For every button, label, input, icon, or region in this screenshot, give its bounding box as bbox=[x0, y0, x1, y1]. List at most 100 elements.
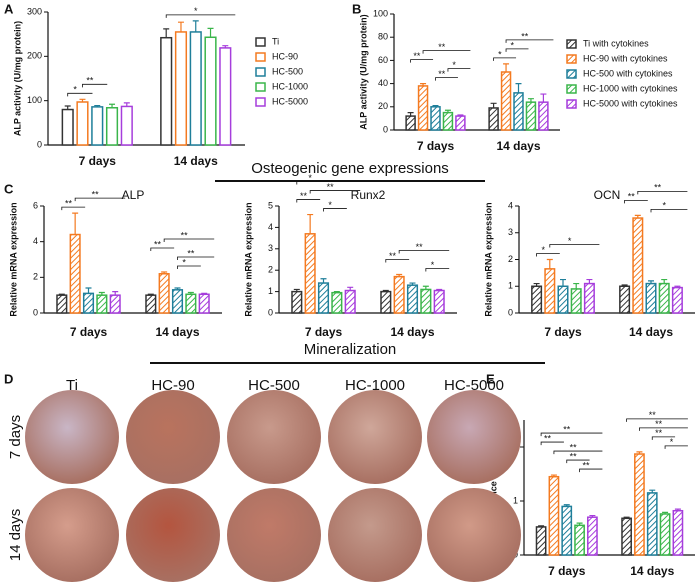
bar bbox=[561, 505, 573, 556]
bar bbox=[109, 294, 121, 314]
legend-swatch bbox=[566, 69, 577, 79]
panel-letter: E bbox=[486, 371, 495, 386]
y-axis-label: ALP activity (U/mg protein) bbox=[358, 14, 368, 129]
bar bbox=[105, 107, 119, 146]
legend-swatch bbox=[566, 84, 577, 94]
y-tick-label: 0 bbox=[33, 307, 38, 317]
legend-label: HC-1000 with cytokines bbox=[583, 83, 678, 93]
bar bbox=[658, 282, 670, 314]
legend-swatch bbox=[255, 37, 266, 47]
y-tick-label: 1 bbox=[268, 286, 273, 296]
bar bbox=[331, 291, 343, 314]
significance-label: * bbox=[73, 85, 77, 95]
bar bbox=[513, 92, 524, 131]
error-bar bbox=[589, 514, 596, 518]
error-bar bbox=[98, 291, 105, 296]
bar bbox=[344, 289, 356, 314]
error-bar bbox=[538, 525, 545, 527]
y-tick-label: 40 bbox=[378, 78, 388, 88]
y-tick-label: 3 bbox=[508, 227, 513, 237]
significance-bracket bbox=[579, 468, 603, 473]
significance-label: ** bbox=[544, 433, 552, 443]
significance-label: ** bbox=[582, 460, 590, 470]
y-tick-label: 300 bbox=[27, 6, 42, 16]
significance-label: * bbox=[541, 245, 545, 255]
bar bbox=[548, 475, 560, 556]
error-bar bbox=[636, 451, 643, 455]
bar bbox=[442, 111, 454, 131]
well-image bbox=[227, 488, 321, 582]
error-bar bbox=[674, 508, 681, 511]
y-tick-label: 4 bbox=[33, 236, 38, 246]
significance-bracket bbox=[296, 181, 334, 185]
significance-label: ** bbox=[154, 239, 162, 249]
error-bar bbox=[409, 282, 416, 286]
well-image bbox=[328, 390, 422, 484]
bar bbox=[171, 289, 184, 314]
bar bbox=[430, 106, 441, 131]
error-bar bbox=[187, 291, 194, 295]
panel-letter: A bbox=[4, 1, 14, 16]
error-bar bbox=[546, 258, 553, 269]
significance-label: ** bbox=[628, 192, 636, 202]
bar bbox=[380, 290, 392, 314]
error-bar bbox=[407, 112, 414, 117]
error-bar bbox=[382, 289, 389, 292]
well-image bbox=[427, 488, 521, 582]
significance-bracket bbox=[540, 441, 564, 446]
x-tick-label: 7 days bbox=[544, 325, 582, 339]
column-label: Ti bbox=[66, 377, 78, 394]
x-tick-label: 7 days bbox=[79, 154, 117, 168]
y-tick-label: 0 bbox=[508, 307, 513, 317]
well-image bbox=[25, 488, 119, 582]
significance-bracket bbox=[637, 190, 688, 195]
y-tick-label: 1 bbox=[513, 495, 518, 505]
y-tick-label: 200 bbox=[27, 51, 42, 61]
significance-bracket bbox=[549, 244, 600, 248]
y-tick-label: 60 bbox=[378, 55, 388, 65]
error-bar bbox=[79, 98, 86, 102]
significance-bracket bbox=[493, 57, 517, 61]
significance-label: * bbox=[511, 40, 515, 50]
bar bbox=[91, 106, 104, 146]
significance-bracket bbox=[639, 427, 688, 431]
bar bbox=[659, 513, 671, 556]
bar bbox=[420, 288, 432, 314]
y-axis-label: Relative mRNA expression bbox=[8, 202, 18, 316]
significance-label: ** bbox=[187, 248, 195, 258]
significance-bracket bbox=[165, 14, 236, 18]
chart-title: Runx2 bbox=[351, 188, 386, 202]
bar bbox=[632, 217, 644, 314]
significance-label: ** bbox=[521, 31, 529, 41]
error-bar bbox=[94, 104, 101, 107]
significance-label: * bbox=[308, 173, 312, 183]
significance-label: * bbox=[431, 260, 435, 270]
significance-label: ** bbox=[649, 410, 657, 420]
significance-label: * bbox=[328, 200, 332, 210]
significance-label: * bbox=[670, 437, 674, 447]
error-bar bbox=[527, 98, 534, 103]
legend-label: HC-90 with cytokines bbox=[583, 53, 668, 63]
significance-label: ** bbox=[86, 76, 94, 86]
error-bar bbox=[533, 282, 540, 287]
column-label: HC-5000 bbox=[444, 377, 504, 394]
panel-letter: B bbox=[352, 1, 361, 16]
error-bar bbox=[563, 504, 570, 507]
error-bar bbox=[503, 63, 510, 72]
y-tick-label: 0 bbox=[268, 307, 273, 317]
significance-bracket bbox=[651, 436, 676, 440]
bar bbox=[538, 101, 549, 131]
bar bbox=[587, 516, 598, 556]
x-tick-label: 7 days bbox=[305, 325, 343, 339]
significance-bracket bbox=[309, 190, 361, 194]
error-bar bbox=[58, 293, 65, 296]
bar bbox=[69, 233, 81, 314]
error-bar bbox=[333, 291, 340, 293]
y-tick-label: 4 bbox=[508, 200, 513, 210]
error-bar bbox=[396, 273, 403, 277]
bar bbox=[160, 36, 173, 146]
bar bbox=[393, 275, 405, 314]
bar bbox=[56, 294, 68, 314]
bar bbox=[646, 492, 658, 556]
error-bar bbox=[573, 282, 580, 289]
